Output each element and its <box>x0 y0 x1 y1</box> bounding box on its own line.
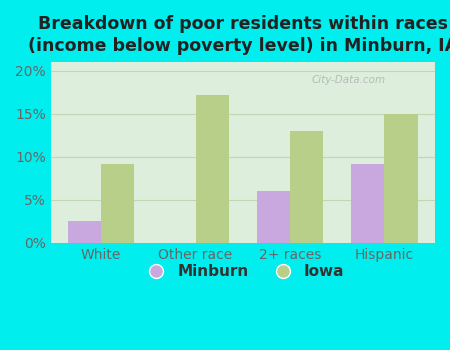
Title: Breakdown of poor residents within races
(income below poverty level) in Minburn: Breakdown of poor residents within races… <box>28 15 450 55</box>
Bar <box>290 131 323 243</box>
Bar <box>257 191 290 243</box>
Text: City-Data.com: City-Data.com <box>312 75 386 85</box>
Bar <box>101 164 134 243</box>
Bar <box>196 95 229 243</box>
Legend: Minburn, Iowa: Minburn, Iowa <box>135 258 351 286</box>
Bar <box>68 221 101 243</box>
Bar <box>384 114 418 243</box>
Bar <box>351 164 384 243</box>
